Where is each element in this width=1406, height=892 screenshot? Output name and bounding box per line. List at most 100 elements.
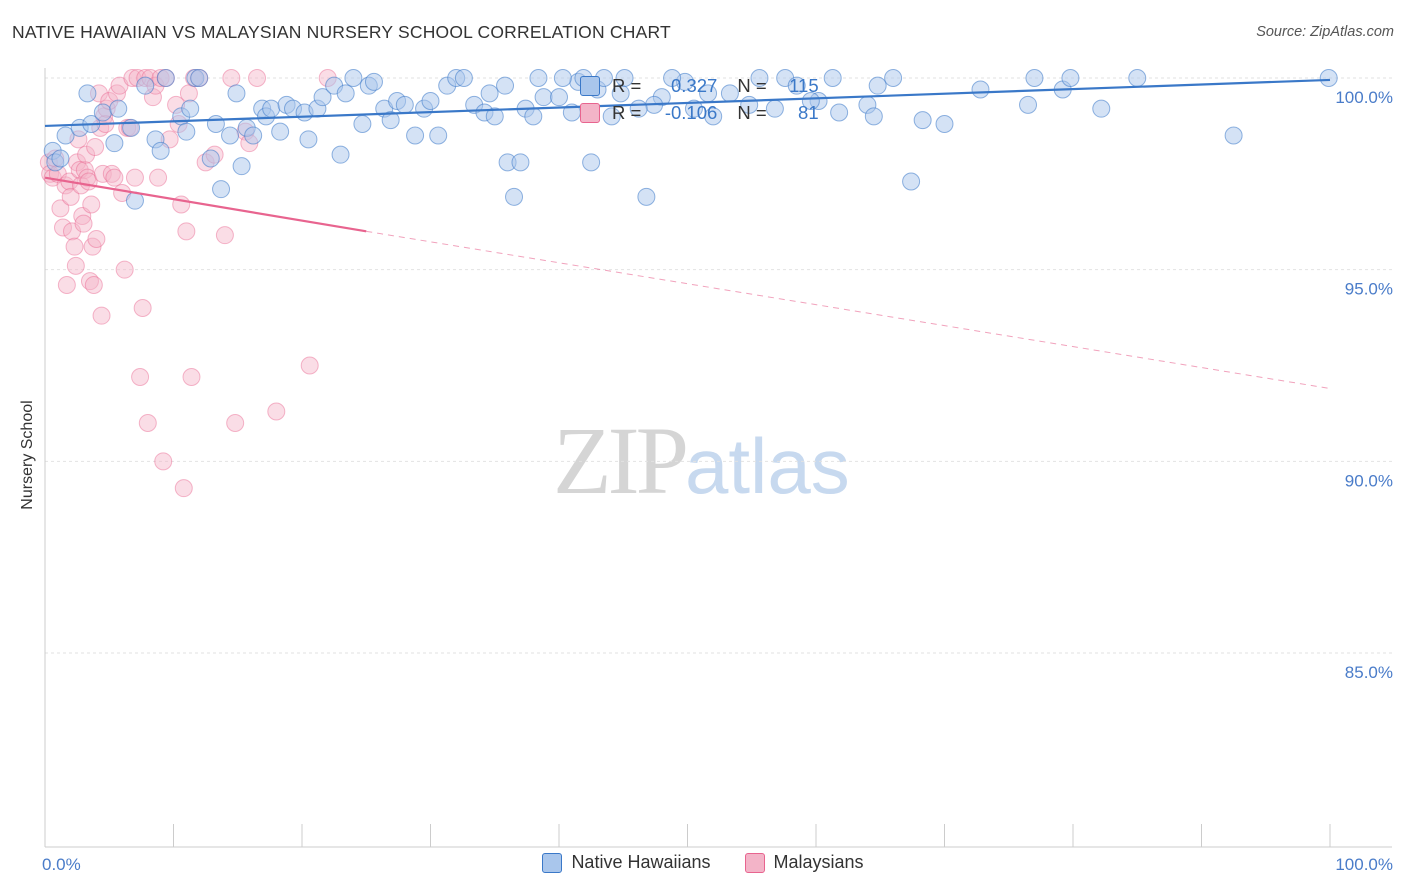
data-point-malaysian	[226, 414, 245, 432]
data-point-native-hawaiian	[1092, 99, 1111, 118]
n-label: N =	[737, 75, 767, 96]
data-point-malaysian	[84, 276, 103, 294]
data-point-native-hawaiian	[353, 115, 372, 133]
data-point-native-hawaiian	[56, 126, 75, 145]
data-point-native-hawaiian	[801, 92, 820, 110]
data-point-native-hawaiian	[637, 187, 656, 206]
data-point-native-hawaiian	[190, 69, 209, 87]
data-point-malaysian	[174, 479, 193, 498]
data-point-native-hawaiian	[663, 69, 682, 87]
y-tick-labels: 85.0% 90.0% 95.0% 100.0%	[1335, 88, 1393, 682]
data-point-native-hawaiian	[935, 115, 954, 133]
data-point-malaysian	[154, 452, 173, 471]
stats-row-native-hawaiians: R = 0.327 N = 115	[556, 72, 819, 100]
data-point-malaysian	[68, 153, 87, 172]
data-point-malaysian	[93, 164, 112, 183]
data-point-native-hawaiian	[971, 80, 990, 99]
legend: Native Hawaiians Malaysians	[0, 852, 1406, 873]
data-point-malaysian	[115, 260, 134, 279]
data-point-native-hawaiian	[313, 88, 332, 107]
data-point-native-hawaiian	[331, 145, 350, 164]
data-point-native-hawaiian	[1128, 69, 1147, 87]
n-value: 115	[789, 75, 819, 96]
data-point-malaysian	[62, 222, 81, 241]
data-point-native-hawaiian	[105, 134, 124, 153]
data-point-native-hawaiian	[381, 111, 400, 130]
data-point-native-hawaiian	[823, 69, 842, 87]
data-point-native-hawaiian	[582, 153, 601, 172]
data-point-native-hawaiian	[227, 84, 246, 103]
data-point-native-hawaiian	[496, 76, 515, 95]
legend-label: Native Hawaiians	[571, 852, 711, 872]
data-point-native-hawaiian	[454, 69, 473, 87]
stats-row-malaysians: R = -0.106 N = 81	[556, 99, 819, 127]
data-point-malaysian	[300, 356, 319, 375]
data-point-native-hawaiian	[221, 126, 240, 145]
data-point-malaysian	[138, 414, 157, 432]
legend-item-malaysians[interactable]: Malaysians	[744, 852, 864, 873]
data-point-native-hawaiian	[1224, 126, 1243, 145]
data-point-native-hawaiian	[602, 107, 621, 126]
data-point-malaysian	[66, 256, 85, 275]
data-point-malaysian	[51, 199, 70, 218]
data-point-native-hawaiian	[553, 69, 572, 87]
data-point-malaysian	[80, 272, 99, 291]
legend-label: Malaysians	[773, 852, 864, 872]
y-tick-label: 100.0%	[1335, 88, 1393, 107]
data-point-native-hawaiian	[262, 99, 281, 118]
r-label: R =	[612, 75, 642, 96]
data-point-native-hawaiian	[151, 141, 170, 160]
watermark-zip: ZIP	[553, 407, 689, 514]
data-point-native-hawaiian	[181, 99, 200, 118]
data-point-native-hawaiian	[156, 69, 175, 87]
y-tick-label: 90.0%	[1345, 471, 1393, 490]
data-point-malaysian	[110, 76, 129, 95]
data-point-native-hawaiian	[750, 69, 769, 87]
data-point-native-hawaiian	[684, 99, 703, 118]
x-tick-label: 100.0%	[1335, 855, 1393, 874]
data-point-native-hawaiian	[1019, 95, 1038, 114]
stats-box: R = 0.327 N = 115 R = -0.106 N = 81	[556, 68, 820, 130]
data-point-malaysian	[74, 214, 93, 233]
y-tick-label: 95.0%	[1345, 280, 1393, 299]
watermark-atlas: atlas	[685, 422, 850, 510]
data-point-malaysian	[77, 145, 96, 164]
data-point-native-hawaiian	[336, 84, 355, 103]
legend-item-native-hawaiians[interactable]: Native Hawaiians	[542, 852, 711, 873]
data-point-malaysian	[125, 168, 144, 187]
data-point-native-hawaiian	[1025, 69, 1044, 87]
data-point-malaysian	[133, 299, 152, 317]
data-point-native-hawaiian	[429, 126, 448, 145]
data-point-native-hawaiian	[232, 157, 251, 176]
data-point-native-hawaiian	[406, 126, 425, 145]
chart-title: NATIVE HAWAIIAN VS MALAYSIAN NURSERY SCH…	[12, 22, 671, 42]
data-point-native-hawaiian	[344, 69, 363, 87]
data-point-native-hawaiian	[177, 122, 196, 141]
data-point-native-hawaiian	[271, 122, 290, 141]
data-point-malaysian	[83, 237, 102, 256]
data-point-native-hawaiian	[480, 84, 499, 103]
data-point-native-hawaiian	[534, 88, 553, 107]
x-tick-labels: 0.0% 100.0%	[42, 855, 1393, 874]
data-point-malaysian	[61, 187, 80, 206]
data-point-native-hawaiian	[51, 149, 70, 168]
data-point-malaysian	[222, 69, 241, 87]
data-point-malaysian	[179, 84, 198, 103]
data-point-native-hawaiian	[206, 115, 225, 133]
r-value: -0.106	[664, 102, 718, 123]
gridlines	[45, 77, 1392, 654]
source-label: Source: ZipAtlas.com	[1256, 24, 1394, 40]
data-point-native-hawaiian	[244, 126, 263, 145]
r-value: 0.327	[671, 75, 718, 96]
data-point-malaysian	[78, 168, 97, 187]
data-point-native-hawaiian	[864, 107, 883, 126]
data-point-native-hawaiian	[529, 69, 548, 87]
data-point-native-hawaiian	[78, 84, 97, 103]
n-value: 81	[798, 102, 819, 123]
data-point-native-hawaiian	[1061, 69, 1080, 87]
data-point-malaysian	[267, 402, 286, 421]
data-point-malaysian	[149, 168, 168, 187]
data-point-native-hawaiian	[615, 69, 634, 87]
data-point-malaysian	[75, 161, 94, 179]
